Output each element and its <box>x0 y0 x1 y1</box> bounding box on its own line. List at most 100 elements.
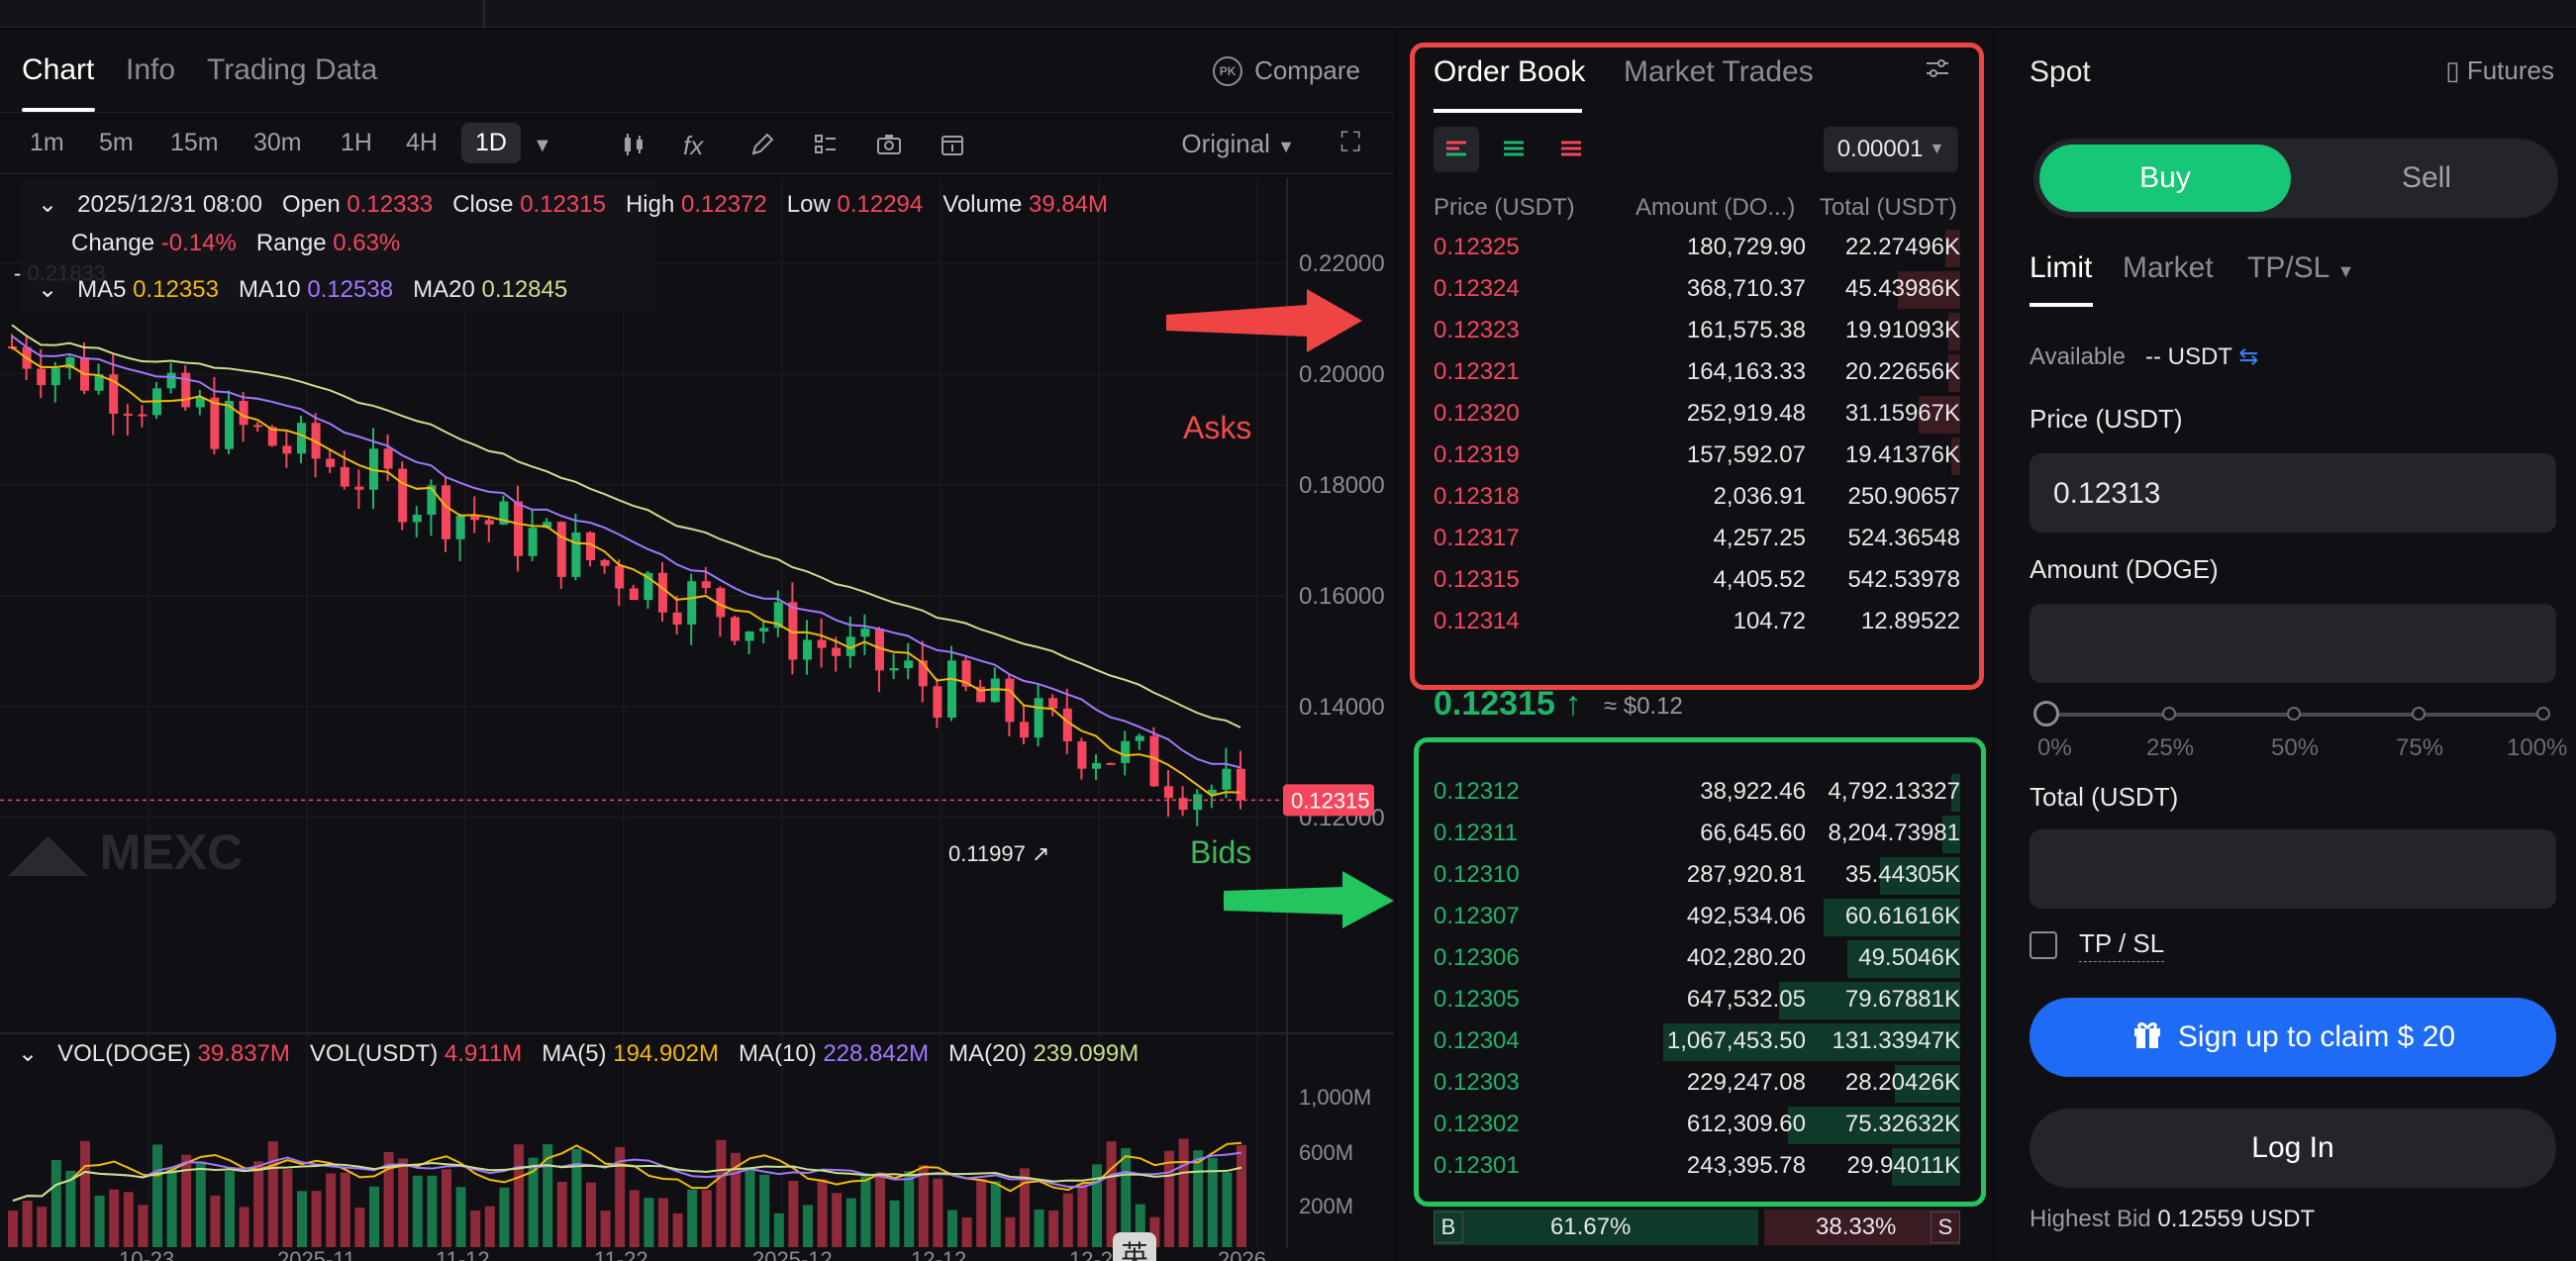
ma20-value: 0.12845 <box>481 276 568 303</box>
indicator-list-icon[interactable] <box>812 131 840 165</box>
bids-annotation-box <box>1414 737 1986 1207</box>
tab-tpsl[interactable]: TP/SL ▼ <box>2247 251 2354 285</box>
view-bids-icon[interactable] <box>1491 127 1536 172</box>
tab-market[interactable]: Market <box>2123 251 2214 284</box>
ask-row[interactable]: 0.12314 104.72 12.89522 <box>1434 602 1960 643</box>
precision-select[interactable]: 0.00001 ▼ <box>1824 127 1958 172</box>
volume-bar <box>918 1165 929 1247</box>
bid-row[interactable]: 0.12304 1,067,453.50 131.33947K <box>1434 1021 1960 1063</box>
row-amount: 287,920.81 <box>1686 861 1806 888</box>
ask-row[interactable]: 0.12317 4,257.25 524.36548 <box>1434 519 1960 560</box>
candle-body <box>528 528 538 556</box>
tab-limit[interactable]: Limit <box>2030 251 2093 284</box>
collapse-chevron-icon[interactable]: ⌄ <box>18 1040 39 1067</box>
total-input[interactable] <box>2030 829 2556 909</box>
pencil-icon[interactable] <box>748 131 776 165</box>
candle-body <box>138 414 148 417</box>
collapse-chevron-icon[interactable]: ⌄ <box>38 276 58 303</box>
transfer-icon[interactable]: ⇆ <box>2238 343 2259 370</box>
sell-button[interactable]: Sell <box>2401 161 2452 194</box>
volume-bar <box>123 1192 134 1247</box>
row-total: 49.5046K <box>1858 944 1960 971</box>
bid-row[interactable]: 0.12302 612,309.60 75.32632K <box>1434 1105 1960 1146</box>
chart-panel: Chart Info Trading Data PK Compare 1m 5m… <box>0 30 1394 1261</box>
candlestick-icon[interactable] <box>620 131 647 165</box>
signup-button[interactable]: Sign up to claim $ 20 <box>2030 998 2556 1077</box>
price-input[interactable]: 0.12313 <box>2030 453 2556 533</box>
row-amount: 243,395.78 <box>1686 1152 1806 1179</box>
bid-row[interactable]: 0.12303 229,247.08 28.20426K <box>1434 1063 1960 1105</box>
candle-body <box>845 636 855 656</box>
timeframe-4h[interactable]: 4H <box>406 129 438 156</box>
slider-handle[interactable] <box>2033 701 2059 727</box>
timeframe-30m[interactable]: 30m <box>253 129 302 156</box>
volume-bar <box>875 1172 885 1247</box>
bid-row[interactable]: 0.12301 243,395.78 29.94011K <box>1434 1146 1960 1188</box>
row-total: 131.33947K <box>1832 1027 1960 1054</box>
compare-button[interactable]: PK Compare <box>1213 55 1360 86</box>
tab-info[interactable]: Info <box>126 53 176 86</box>
bid-row[interactable]: 0.12310 287,920.81 35.44305K <box>1434 855 1960 897</box>
slider-mark-75[interactable] <box>2412 707 2426 721</box>
camera-icon[interactable] <box>875 131 903 165</box>
amount-input[interactable] <box>2030 604 2556 683</box>
ask-row[interactable]: 0.12320 252,919.48 31.15967K <box>1434 394 1960 436</box>
tpsl-checkbox[interactable] <box>2030 931 2057 959</box>
volume-bar <box>744 1168 755 1247</box>
ask-row[interactable]: 0.12315 4,405.52 542.53978 <box>1434 560 1960 602</box>
candle-body <box>65 356 75 369</box>
buy-button[interactable]: Buy <box>2039 145 2291 212</box>
tab-chart[interactable]: Chart <box>22 53 95 86</box>
volume-bar <box>1092 1164 1102 1247</box>
volume-label: Volume <box>942 191 1023 218</box>
volume-bar <box>398 1158 409 1247</box>
collapse-chevron-icon[interactable]: ⌄ <box>38 191 58 218</box>
slider-mark-50[interactable] <box>2287 707 2301 721</box>
fullscreen-icon[interactable]: ⛶ <box>1340 127 1360 157</box>
amount-slider[interactable] <box>2033 701 2550 727</box>
tab-order-book[interactable]: Order Book <box>1434 55 1586 88</box>
tab-market-trades[interactable]: Market Trades <box>1624 55 1814 88</box>
highest-bid: Highest Bid 0.12559 USDT <box>2030 1206 2315 1233</box>
volume-bar <box>427 1175 438 1247</box>
ask-row[interactable]: 0.12323 161,575.38 19.91093K <box>1434 311 1960 352</box>
bid-row[interactable]: 0.12305 647,532.05 79.67881K <box>1434 980 1960 1021</box>
timeframe-dropdown-icon[interactable]: ▼ <box>533 135 552 156</box>
timeframe-1h[interactable]: 1H <box>341 129 372 156</box>
bid-row[interactable]: 0.12311 66,645.60 8,204.73981 <box>1434 814 1960 855</box>
x-tick-label: 2025-12 <box>752 1247 833 1261</box>
tab-trading-data[interactable]: Trading Data <box>207 53 378 86</box>
depth-bar <box>1788 1107 1960 1144</box>
function-icon[interactable]: fx <box>683 131 704 160</box>
ask-row[interactable]: 0.12321 164,163.33 20.22656K <box>1434 352 1960 394</box>
timeframe-1m[interactable]: 1m <box>30 129 64 156</box>
ask-row[interactable]: 0.12318 2,036.91 250.90657 <box>1434 477 1960 519</box>
futures-link[interactable]: ▯ Futures <box>2445 55 2554 86</box>
candle-body <box>976 686 986 703</box>
ohlc-legend: ⌄ 2025/12/31 08:00 Open 0.12333 Close 0.… <box>22 180 1108 311</box>
view-both-icon[interactable] <box>1434 127 1479 172</box>
depth-bar <box>1948 354 1960 392</box>
ask-row[interactable]: 0.12324 368,710.37 45.43986K <box>1434 269 1960 311</box>
ask-row[interactable]: 0.12319 157,592.07 19.41376K <box>1434 436 1960 477</box>
timeframe-5m[interactable]: 5m <box>99 129 134 156</box>
view-mode-select[interactable]: Original ▼ <box>1181 129 1295 159</box>
volume-bar <box>225 1171 235 1247</box>
ask-row[interactable]: 0.12325 180,729.90 22.27496K <box>1434 228 1960 269</box>
calendar-icon[interactable] <box>939 131 966 165</box>
timeframe-1d[interactable]: 1D <box>461 123 521 163</box>
volume-bar <box>600 1211 611 1247</box>
bid-row[interactable]: 0.12307 492,534.06 60.61616K <box>1434 897 1960 938</box>
bid-row[interactable]: 0.12306 402,280.20 49.5046K <box>1434 938 1960 980</box>
slider-mark-100[interactable] <box>2536 707 2550 721</box>
bid-row[interactable]: 0.12312 38,922.46 4,792.13327 <box>1434 772 1960 814</box>
login-button[interactable]: Log In <box>2030 1109 2556 1188</box>
price-chart[interactable]: 0.220000.200000.180000.160000.140000.120… <box>0 178 1394 1261</box>
timeframe-15m[interactable]: 15m <box>170 129 219 156</box>
x-tick-label: 12-12 <box>911 1247 966 1261</box>
settings-sliders-icon[interactable] <box>1923 53 1952 90</box>
view-asks-icon[interactable] <box>1548 127 1594 172</box>
candle-body <box>50 368 60 386</box>
slider-mark-25[interactable] <box>2162 707 2176 721</box>
tpsl-checkbox-row[interactable]: TP / SL <box>2030 928 2165 962</box>
